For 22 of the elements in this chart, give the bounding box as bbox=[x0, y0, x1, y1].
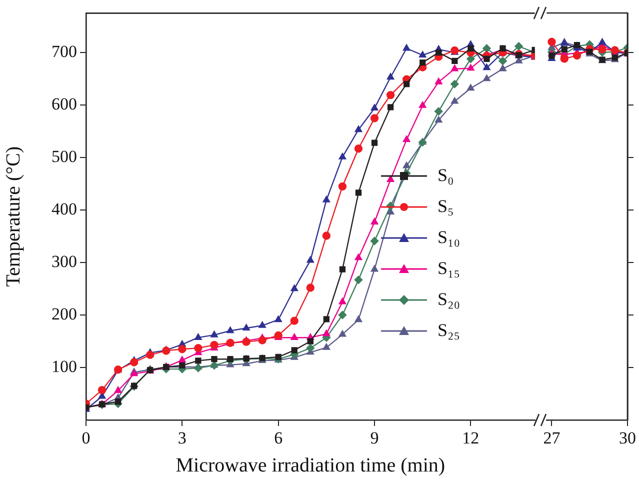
y-tick-label: 100 bbox=[52, 356, 77, 376]
x-tick-label: 6 bbox=[274, 428, 283, 448]
y-tick-label: 700 bbox=[52, 42, 77, 62]
y-tick-label: 500 bbox=[52, 147, 77, 166]
legend-label: S₁₀ bbox=[437, 227, 460, 248]
x-tick-label: 27 bbox=[543, 428, 561, 448]
y-tick-label: 400 bbox=[52, 200, 77, 219]
x-tick-label: 9 bbox=[370, 428, 379, 448]
legend-label: S₁₅ bbox=[437, 258, 460, 279]
y-tick-label: 300 bbox=[52, 252, 77, 271]
legend-label: S₅ bbox=[437, 196, 454, 217]
y-tick-label: 600 bbox=[52, 94, 77, 114]
y-tick-label: 200 bbox=[52, 304, 77, 324]
x-tick-label: 12 bbox=[462, 428, 480, 448]
x-axis-title: Microwave irradiation time (min) bbox=[176, 454, 446, 476]
y-axis-title: Temperature (°C) bbox=[2, 146, 24, 287]
x-tick-label: 3 bbox=[178, 428, 186, 448]
legend-label: S₀ bbox=[437, 165, 454, 186]
legend-label: S₂₅ bbox=[437, 320, 460, 341]
legend-label: S₂₀ bbox=[437, 289, 460, 310]
x-tick-label: 0 bbox=[82, 428, 90, 448]
x-tick-label: 30 bbox=[619, 428, 636, 448]
